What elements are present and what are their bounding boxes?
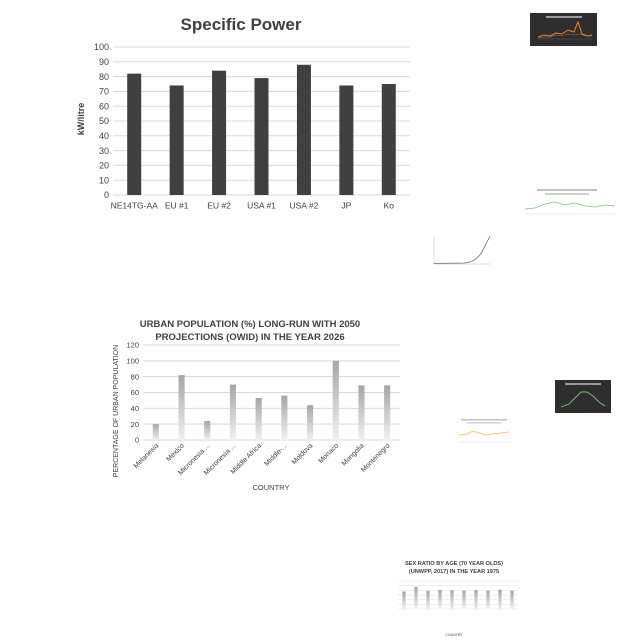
bar bbox=[281, 395, 288, 440]
sex-ratio-chart: SEX RATIO BY AGE (70 YEAR OLDS) (UNWPP, … bbox=[384, 556, 524, 638]
thumbnail-title-bar bbox=[565, 383, 601, 385]
thumbnail-green-line-svg bbox=[524, 189, 617, 215]
thumbnail-chart-green-line bbox=[515, 188, 620, 228]
thumbnail-dark-green-svg bbox=[555, 380, 611, 413]
x-tick-label: Mexico bbox=[165, 442, 186, 463]
thumbnail-series-line bbox=[433, 235, 491, 264]
y-tick-label: 80 bbox=[131, 372, 139, 381]
y-tick-label: 50 bbox=[99, 116, 109, 126]
bar bbox=[381, 84, 396, 195]
specific-power-svg: Specific Power kW/litre 0 10 20 30 40 50 60 70 8… bbox=[76, 15, 410, 211]
bar bbox=[339, 85, 354, 195]
bar bbox=[255, 398, 262, 440]
thumbnail-dark-orange-svg bbox=[530, 13, 597, 46]
x-tick-label: EU #1 bbox=[165, 201, 189, 211]
y-tick-label: 70 bbox=[99, 87, 109, 97]
thumbnail-series-line bbox=[458, 430, 510, 436]
bar bbox=[169, 85, 184, 195]
bar bbox=[332, 360, 339, 440]
bar bbox=[152, 424, 159, 440]
y-tick-label: 100 bbox=[126, 356, 139, 365]
bar bbox=[510, 590, 514, 609]
thumbnail-title-bar bbox=[546, 16, 582, 18]
bar bbox=[438, 589, 442, 609]
bar bbox=[204, 421, 211, 440]
x-tick-label: Middle-... bbox=[263, 442, 288, 467]
bar bbox=[306, 405, 314, 440]
y-tick-label: 0 bbox=[104, 190, 109, 200]
thumbnail-series-line bbox=[560, 391, 606, 408]
bar bbox=[358, 385, 365, 440]
thumbnail-chart-yellow-line bbox=[453, 416, 515, 452]
specific-power-chart: Specific Power kW/litre 0 10 20 30 40 50 60 70 8… bbox=[70, 8, 420, 220]
x-axis-label: COUNTRY bbox=[445, 633, 463, 637]
y-tick-label: 100 bbox=[94, 42, 109, 52]
thumbnail-chart-exponential bbox=[428, 234, 492, 270]
thumbnail-series-line bbox=[524, 201, 616, 210]
thumbnail-title-bar bbox=[545, 193, 589, 195]
bar bbox=[229, 384, 237, 440]
y-tick-label: 30 bbox=[99, 146, 109, 156]
x-axis-label: COUNTRY bbox=[253, 483, 290, 492]
thumbnail-series-line bbox=[537, 33, 592, 39]
thumbnail-title-bar bbox=[537, 189, 597, 191]
bar bbox=[450, 590, 454, 609]
y-tick-label: 0 bbox=[135, 436, 139, 445]
thumbnail-title-bar bbox=[467, 422, 501, 424]
urban-population-svg: URBAN POPULATION (%) LONG-RUN WITH 2050 … bbox=[113, 319, 400, 492]
bar bbox=[254, 78, 269, 195]
bar bbox=[426, 590, 430, 609]
y-tick-label: 120 bbox=[126, 341, 139, 350]
thumbnail-yellow-line-svg bbox=[458, 419, 513, 443]
y-tick-label: 40 bbox=[99, 131, 109, 141]
bar bbox=[384, 385, 391, 440]
y-tick-label: 40 bbox=[131, 404, 139, 413]
bar bbox=[296, 64, 311, 195]
chart-title-line-1: SEX RATIO BY AGE (70 YEAR OLDS) bbox=[405, 561, 503, 567]
thumbnail-title-bar bbox=[461, 419, 507, 421]
x-tick-label: USA #1 bbox=[247, 201, 276, 211]
bar bbox=[474, 590, 478, 609]
thumbnail-exponential-svg bbox=[433, 235, 491, 265]
thumbnail-background bbox=[555, 380, 611, 413]
bar bbox=[178, 375, 185, 440]
x-tick-label: Ko bbox=[384, 201, 395, 211]
urban-population-chart: URBAN POPULATION (%) LONG-RUN WITH 2050 … bbox=[108, 312, 408, 497]
x-tick-label: EU #2 bbox=[207, 201, 231, 211]
bar bbox=[462, 590, 466, 609]
bar bbox=[486, 590, 490, 609]
y-axis-label: PERCENTAGE OF URBAN POPULATION bbox=[113, 345, 120, 477]
thumbnail-chart-dark-orange bbox=[530, 13, 597, 46]
chart-title-line-2: PROJECTIONS (OWID) IN THE YEAR 2026 bbox=[155, 332, 344, 343]
sex-ratio-svg: SEX RATIO BY AGE (70 YEAR OLDS) (UNWPP, … bbox=[398, 561, 518, 637]
x-tick-label: NE14TG-AA bbox=[111, 201, 159, 211]
y-tick-label: 80 bbox=[99, 72, 109, 82]
bar bbox=[414, 586, 418, 609]
y-tick-label: 10 bbox=[99, 175, 109, 185]
bar bbox=[402, 591, 406, 609]
thumbnail-chart-dark-green bbox=[555, 380, 611, 413]
bar bbox=[212, 70, 227, 195]
chart-title-line-1: URBAN POPULATION (%) LONG-RUN WITH 2050 bbox=[140, 319, 360, 330]
y-tick-label: 20 bbox=[99, 161, 109, 171]
x-tick-label: USA #2 bbox=[290, 201, 319, 211]
bar bbox=[498, 589, 502, 609]
thumbnail-series-line bbox=[537, 20, 593, 38]
bar bbox=[127, 73, 142, 195]
chart-title: Specific Power bbox=[181, 15, 302, 34]
x-tick-label: Melanesia bbox=[133, 442, 161, 470]
x-tick-label: Mongolia bbox=[341, 442, 366, 467]
x-tick-label: Monaco bbox=[318, 442, 341, 465]
y-axis-label: kW/litre bbox=[76, 103, 86, 136]
x-tick-label: Moldova bbox=[291, 442, 315, 466]
thumbnail-background bbox=[530, 13, 597, 46]
y-tick-label: 60 bbox=[131, 388, 139, 397]
chart-title-line-2: (UNWPP, 2017) IN THE YEAR 1975 bbox=[409, 569, 499, 575]
x-tick-label: JP bbox=[341, 201, 351, 211]
y-tick-label: 90 bbox=[99, 57, 109, 67]
y-tick-label: 60 bbox=[99, 101, 109, 111]
y-tick-label: 20 bbox=[131, 420, 139, 429]
